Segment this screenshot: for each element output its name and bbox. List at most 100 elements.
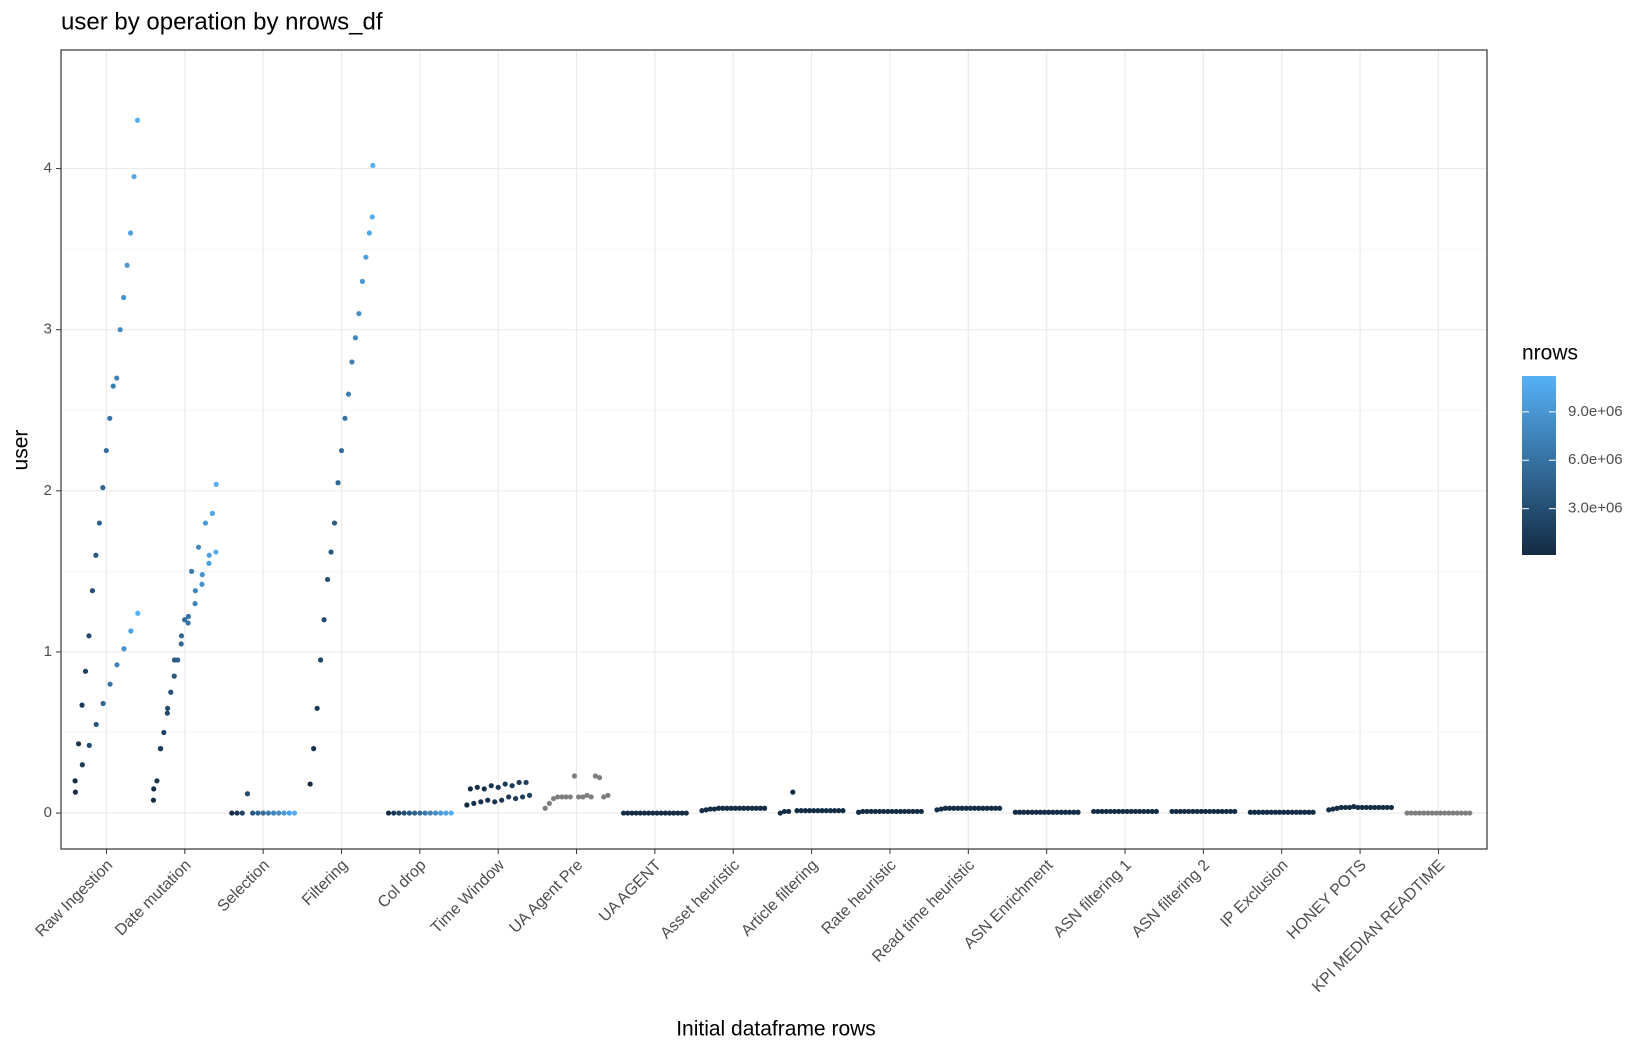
point [171, 673, 177, 679]
point [182, 617, 188, 623]
x-tick-label: UA Agent Pre [506, 857, 586, 937]
point [192, 588, 198, 594]
point [889, 808, 895, 815]
point [542, 805, 548, 811]
point [342, 415, 348, 421]
point [806, 808, 813, 814]
point [637, 810, 643, 816]
point [836, 808, 842, 814]
point [811, 808, 817, 814]
point [650, 810, 656, 816]
point [100, 700, 106, 707]
point [321, 617, 327, 623]
point [1310, 809, 1316, 815]
point [1367, 804, 1374, 811]
point [1021, 809, 1027, 815]
point [1033, 809, 1039, 815]
point [1232, 808, 1238, 815]
point [485, 797, 491, 803]
point [168, 689, 174, 695]
point [244, 791, 251, 797]
x-tick-label: Article filtering [738, 857, 821, 940]
point [728, 805, 734, 811]
point [311, 746, 317, 752]
point [1149, 808, 1155, 815]
point [757, 805, 764, 811]
x-tick-label: Col drop [375, 857, 430, 912]
point [286, 810, 292, 816]
point [391, 810, 397, 816]
point [154, 778, 160, 784]
point [1211, 808, 1217, 815]
point [128, 628, 134, 634]
point [427, 810, 433, 816]
point [107, 415, 113, 421]
point [349, 359, 355, 365]
point [1058, 809, 1064, 815]
point [745, 805, 751, 811]
point [777, 810, 783, 816]
point [474, 784, 480, 790]
point [502, 781, 508, 787]
point [1433, 810, 1439, 816]
point [1372, 804, 1378, 811]
point [711, 806, 718, 812]
point [716, 805, 722, 811]
point [1437, 810, 1444, 816]
point [121, 294, 127, 301]
point [1302, 809, 1308, 815]
point [1194, 808, 1200, 815]
point [1277, 809, 1283, 815]
point [654, 810, 660, 816]
x-tick-label: UA AGENT [596, 857, 665, 926]
x-axis-title: Initial dataframe rows [676, 1018, 876, 1041]
point [1281, 809, 1287, 815]
point [1268, 809, 1274, 815]
point [1412, 810, 1419, 816]
point [790, 789, 796, 795]
point [1450, 810, 1456, 816]
point [1141, 808, 1147, 815]
point [1202, 808, 1209, 815]
point [265, 810, 271, 816]
point [127, 230, 134, 236]
point [893, 808, 899, 815]
point [741, 805, 747, 811]
point [967, 805, 974, 811]
point [1306, 809, 1312, 815]
point [1429, 810, 1435, 816]
point [703, 807, 709, 813]
point [914, 808, 920, 815]
point [438, 810, 444, 816]
point [124, 262, 130, 268]
point [178, 641, 184, 647]
point [1132, 808, 1139, 815]
point [121, 646, 127, 652]
point [918, 808, 924, 815]
point [1012, 809, 1018, 815]
point [856, 809, 862, 815]
point [229, 810, 235, 816]
point [881, 808, 887, 815]
point [370, 162, 376, 168]
point [1050, 809, 1056, 815]
point [178, 633, 185, 639]
point [1046, 809, 1052, 815]
point [1458, 810, 1465, 816]
point [815, 808, 821, 814]
point [448, 810, 454, 816]
point [199, 581, 205, 587]
point [1111, 808, 1118, 815]
point [1219, 808, 1225, 815]
point [876, 808, 883, 815]
point [270, 810, 277, 816]
point [328, 549, 334, 555]
point [732, 805, 738, 811]
y-tick-label: 1 [44, 643, 52, 660]
point [359, 278, 365, 284]
point [307, 781, 313, 787]
point [675, 810, 681, 816]
point [946, 805, 953, 811]
point [906, 808, 912, 815]
x-tick-label: KPI MEDIAN READTIME [1309, 857, 1448, 996]
